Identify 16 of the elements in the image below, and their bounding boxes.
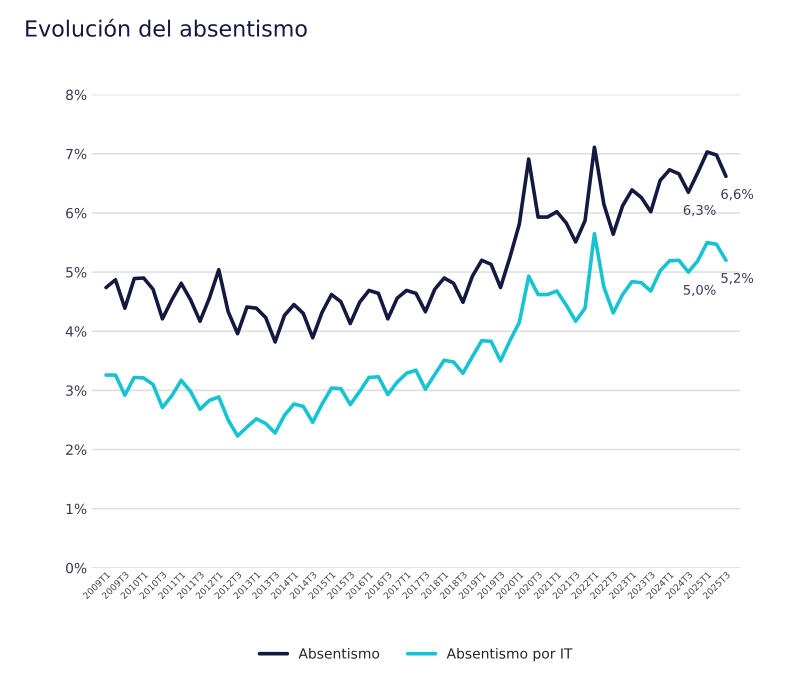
y-tick-label: 0% (66, 562, 86, 574)
data-label: 6,3% (684, 204, 716, 216)
legend-label: Absentismo por IT (446, 648, 573, 662)
y-tick-label: 2% (66, 444, 86, 456)
data-label: 6,6% (721, 189, 754, 200)
chart-title: Evolución del absentismo (26, 18, 307, 37)
y-tick-label: 7% (66, 148, 86, 160)
y-tick-label: 6% (66, 208, 86, 218)
y-tick-label: 3% (66, 385, 86, 396)
y-tick-label: 4% (66, 326, 86, 337)
y-tick-label: 8% (66, 90, 86, 100)
data-label: 5,2% (721, 272, 754, 284)
data-label: 5,0% (684, 284, 716, 296)
legend-label: Absentismo (298, 648, 380, 659)
y-tick-label: 1% (66, 504, 86, 514)
y-tick-label: 5% (66, 267, 86, 278)
